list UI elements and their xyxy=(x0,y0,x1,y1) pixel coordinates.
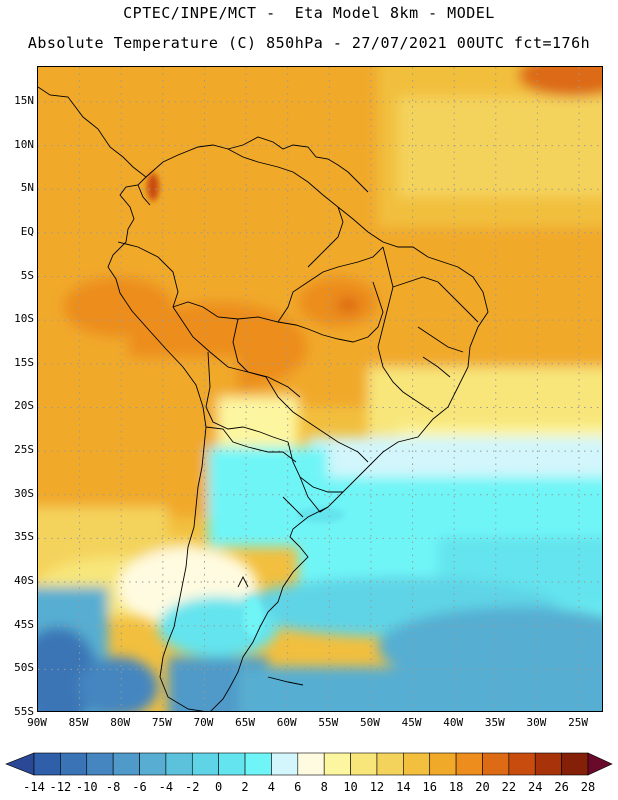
lat-label: 45S xyxy=(14,617,34,631)
coastline-and-borders xyxy=(38,86,489,711)
lon-label: 90W xyxy=(27,716,47,729)
colorbar-label: 6 xyxy=(294,780,302,794)
lon-label: 60W xyxy=(276,716,297,729)
lon-label: 45W xyxy=(401,716,422,729)
colorbar-box xyxy=(534,752,562,776)
temperature-map[interactable] xyxy=(37,66,603,712)
colorbar-label: 24 xyxy=(528,780,543,794)
colorbar-box xyxy=(561,752,589,776)
lat-label: 40S xyxy=(14,574,34,588)
colorbar-box xyxy=(376,752,404,776)
colorbar-over-arrow xyxy=(587,752,613,776)
colorbar-label: 8 xyxy=(320,780,328,794)
colorbar-label: 4 xyxy=(267,780,276,794)
lat-label: 10S xyxy=(14,312,34,326)
lat-label: EQ xyxy=(20,224,34,238)
colorbar-box xyxy=(271,752,299,776)
lon-label: 50W xyxy=(360,716,380,729)
lon-label: 25W xyxy=(568,716,588,729)
lat-label: 20S xyxy=(14,399,34,413)
colorbar-label: 18 xyxy=(448,780,464,794)
lon-label: 85W xyxy=(68,716,89,729)
lon-label: 40W xyxy=(443,716,464,729)
lat-label: 15S xyxy=(14,355,34,369)
colorbar-box xyxy=(86,752,114,776)
colorbar-label: 2 xyxy=(241,780,249,794)
lon-label: 75W xyxy=(151,716,172,729)
lat-label: 35S xyxy=(14,530,34,544)
colorbar-box xyxy=(33,752,61,776)
colorbar-box xyxy=(297,752,325,776)
lat-label: 15N xyxy=(14,93,34,107)
colorbar-box xyxy=(350,752,378,776)
lon-label: 65W xyxy=(235,716,256,729)
colorbar-box xyxy=(60,752,88,776)
colorbar-box xyxy=(139,752,167,776)
colorbar-label: -10 xyxy=(75,780,98,794)
colorbar-label: 10 xyxy=(343,780,358,794)
colorbar-box xyxy=(403,752,431,776)
colorbar-box xyxy=(323,752,351,776)
map-title-line-1: CPTEC/INPE/MCT - Eta Model 8km - MODEL xyxy=(123,4,495,22)
colorbar-label: 16 xyxy=(422,780,437,794)
colorbar-box xyxy=(244,752,272,776)
colorbar-label: -4 xyxy=(158,780,174,794)
colorbar-label: 26 xyxy=(554,780,569,794)
colorbar-box xyxy=(455,752,483,776)
lat-label: 30S xyxy=(14,486,34,500)
lon-label: 80W xyxy=(110,716,131,729)
colorbar-box xyxy=(508,752,536,776)
temperature-field xyxy=(38,67,602,711)
colorbar-box xyxy=(429,752,457,776)
colorbar-box xyxy=(112,752,140,776)
map-title-line-2: Absolute Temperature (C) 850hPa - 27/07/… xyxy=(27,34,591,52)
colorbar-label: -12 xyxy=(49,780,72,794)
lat-label: 25S xyxy=(14,443,34,457)
lon-label: 55W xyxy=(318,716,339,729)
colorbar xyxy=(5,752,613,776)
colorbar-label: -2 xyxy=(185,780,200,794)
colorbar-label: -14 xyxy=(23,780,45,794)
lat-label: 5N xyxy=(20,181,34,195)
colorbar-box xyxy=(165,752,193,776)
colorbar-label: 28 xyxy=(580,780,596,794)
colorbar-label: -6 xyxy=(132,780,147,794)
lat-label: 5S xyxy=(20,268,34,282)
lon-label: 35W xyxy=(484,716,505,729)
colorbar-box xyxy=(191,752,219,776)
lat-label: 10N xyxy=(14,137,34,151)
colorbar-label: 22 xyxy=(501,780,517,794)
colorbar-box xyxy=(218,752,246,776)
colorbar-label: 14 xyxy=(396,780,411,794)
colorbar-label: 20 xyxy=(475,780,490,794)
colorbar-label: 12 xyxy=(369,780,385,794)
colorbar-label: -8 xyxy=(105,780,121,794)
colorbar-label: 0 xyxy=(215,780,223,794)
lon-label: 30W xyxy=(526,716,547,729)
lon-label: 70W xyxy=(193,716,214,729)
colorbar-box xyxy=(482,752,510,776)
lat-label: 55S xyxy=(14,705,34,718)
lat-label: 50S xyxy=(14,661,34,675)
colorbar-under-arrow xyxy=(5,752,35,776)
